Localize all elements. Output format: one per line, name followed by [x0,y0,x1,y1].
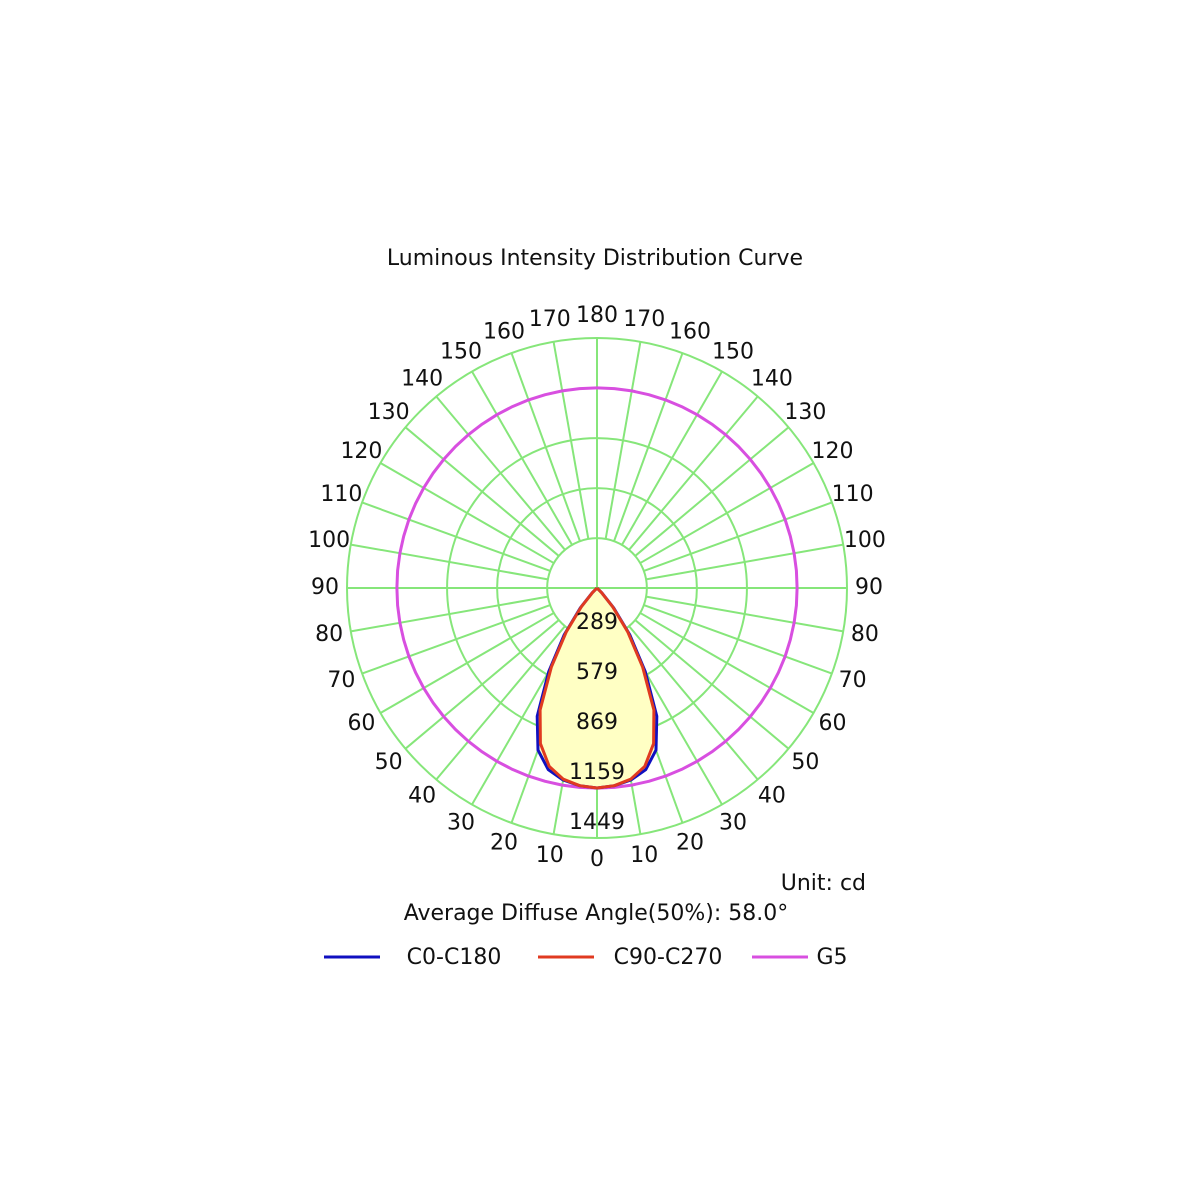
angle-label: 110 [320,482,362,507]
chart-title: Luminous Intensity Distribution Curve [387,246,803,271]
angle-label: 80 [851,622,879,647]
annotation: Average Diffuse Angle(50%): 58.0° [404,901,789,926]
ring-label: 869 [576,710,618,735]
angle-label: 100 [844,528,886,553]
angle-label: 70 [839,668,867,693]
angle-label: 110 [832,482,874,507]
angle-label: 140 [751,367,793,392]
angle-label: 0 [590,847,604,872]
unit-note: Unit: cd [781,871,866,896]
angle-label: 170 [623,307,665,332]
angle-label: 90 [311,575,339,600]
angle-label: 150 [440,339,482,364]
series-curve [595,586,656,790]
ring-label: 579 [576,660,618,685]
angle-label: 60 [347,711,375,736]
angle-label: 40 [758,783,786,808]
angle-label: 50 [791,750,819,775]
ring [346,337,848,839]
angle-label: 30 [447,811,475,836]
series-curve [596,386,799,790]
angle-label: 80 [315,622,343,647]
legend-label: C0-C180 [407,945,502,970]
angle-label: 150 [712,339,754,364]
angle-label: 90 [855,575,883,600]
angle-label: 100 [308,528,350,553]
angle-label: 160 [669,319,711,344]
angle-label: 170 [529,307,571,332]
angle-label: 20 [676,831,704,856]
angle-label: 130 [368,400,410,425]
angle-label: 20 [490,831,518,856]
angle-label: 160 [483,319,525,344]
angle-label: 60 [819,711,847,736]
angle-label: 30 [719,811,747,836]
legend-label: C90-C270 [614,945,723,970]
angle-label: 130 [784,400,826,425]
angle-label: 10 [536,843,564,868]
angle-label: 140 [401,367,443,392]
ring-label: 1449 [569,810,625,835]
ring-label: 289 [576,610,618,635]
angle-label: 120 [812,439,854,464]
angle-label: 50 [375,750,403,775]
angle-label: 10 [630,843,658,868]
series-curve [395,386,598,790]
angle-label: 180 [576,303,618,328]
angle-label: 120 [340,439,382,464]
angle-label: 70 [327,668,355,693]
legend-label: G5 [816,945,847,970]
series-curve [538,586,599,790]
angle-label: 40 [408,783,436,808]
ring-label: 1159 [569,760,625,785]
